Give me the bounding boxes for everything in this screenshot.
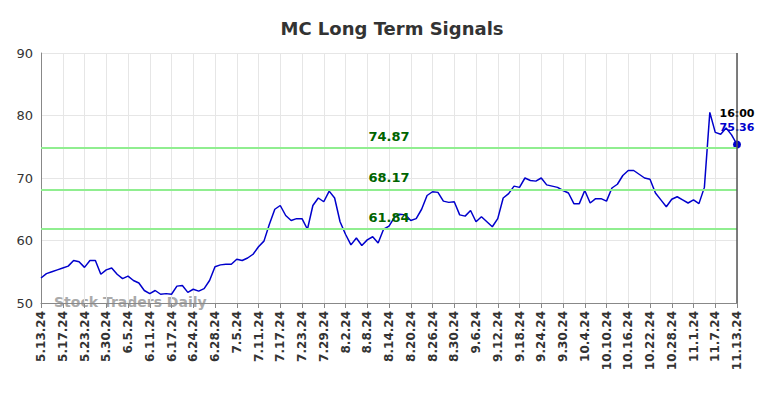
svg-text:7.23.24: 7.23.24 [295, 311, 309, 362]
svg-text:8.20.24: 8.20.24 [404, 311, 418, 362]
svg-text:10.22.24: 10.22.24 [643, 311, 657, 370]
svg-text:6.11.24: 6.11.24 [143, 311, 157, 362]
svg-text:9.18.24: 9.18.24 [513, 311, 527, 362]
svg-text:7.29.24: 7.29.24 [317, 311, 331, 362]
svg-text:MC Long Term Signals: MC Long Term Signals [280, 18, 503, 39]
svg-text:6.5.24: 6.5.24 [121, 311, 135, 354]
svg-text:9.30.24: 9.30.24 [556, 311, 570, 362]
svg-text:16:00: 16:00 [719, 107, 755, 120]
svg-text:50: 50 [16, 296, 33, 311]
svg-text:60: 60 [16, 233, 33, 248]
svg-text:10.10.24: 10.10.24 [600, 311, 614, 370]
svg-text:8.26.24: 8.26.24 [426, 311, 440, 362]
svg-text:6.28.24: 6.28.24 [208, 311, 222, 362]
svg-text:11.13.24: 11.13.24 [730, 311, 744, 370]
svg-text:10.4.24: 10.4.24 [578, 311, 592, 362]
svg-text:90: 90 [16, 46, 33, 61]
svg-text:9.6.24: 9.6.24 [469, 311, 483, 354]
svg-text:5.30.24: 5.30.24 [99, 311, 113, 362]
svg-text:5.13.24: 5.13.24 [34, 311, 48, 362]
svg-text:7.17.24: 7.17.24 [273, 311, 287, 362]
svg-text:5.17.24: 5.17.24 [56, 311, 70, 362]
svg-text:80: 80 [16, 108, 33, 123]
svg-text:7.11.24: 7.11.24 [252, 311, 266, 362]
svg-text:68.17: 68.17 [368, 170, 409, 185]
svg-text:74.87: 74.87 [368, 129, 409, 144]
svg-text:5.23.24: 5.23.24 [78, 311, 92, 362]
svg-text:8.30.24: 8.30.24 [447, 311, 461, 362]
svg-text:10.28.24: 10.28.24 [665, 311, 679, 370]
svg-text:11.7.24: 11.7.24 [708, 311, 722, 362]
svg-text:9.24.24: 9.24.24 [534, 311, 548, 362]
svg-text:8.8.24: 8.8.24 [360, 311, 374, 354]
svg-text:6.17.24: 6.17.24 [165, 311, 179, 362]
svg-text:8.2.24: 8.2.24 [339, 311, 353, 354]
svg-text:11.1.24: 11.1.24 [687, 311, 701, 362]
svg-text:8.14.24: 8.14.24 [382, 311, 396, 362]
svg-text:9.12.24: 9.12.24 [491, 311, 505, 362]
svg-text:10.16.24: 10.16.24 [621, 311, 635, 370]
svg-text:Stock Traders Daily: Stock Traders Daily [54, 294, 207, 310]
svg-text:6.24.24: 6.24.24 [186, 311, 200, 362]
svg-text:61.84: 61.84 [368, 210, 409, 225]
svg-text:70: 70 [16, 171, 33, 186]
svg-text:75.36: 75.36 [719, 121, 755, 134]
svg-text:7.5.24: 7.5.24 [230, 311, 244, 354]
